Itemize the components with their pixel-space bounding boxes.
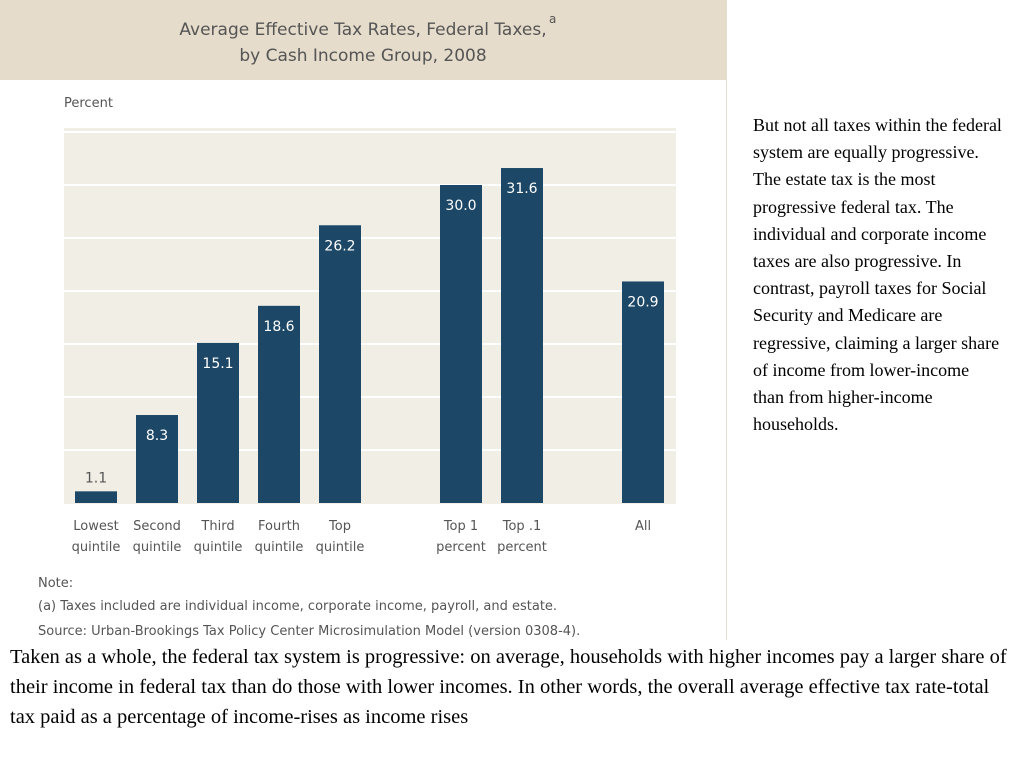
chart-title-superscript: a bbox=[549, 12, 557, 26]
category-label-6: Top .1 percent bbox=[497, 519, 547, 555]
bar-chart-svg: 1.1 8.3 15.1 18.6 26.2 30.0 31.6 20.9 bbox=[64, 131, 676, 503]
bar-2 bbox=[197, 342, 239, 503]
bar-value-label-1: 8.3 bbox=[146, 428, 168, 444]
bar-value-label-2: 15.1 bbox=[202, 356, 233, 372]
bar-5 bbox=[440, 185, 482, 503]
y-axis-label: Percent bbox=[64, 96, 113, 111]
source-note: Source: Urban-Brookings Tax Policy Cente… bbox=[38, 624, 581, 639]
note-heading: Note: bbox=[38, 576, 74, 591]
bottom-paragraph: Taken as a whole, the federal tax system… bbox=[10, 646, 1007, 728]
bar-value-label-3: 18.6 bbox=[263, 319, 294, 335]
category-label-5: Top 1 percent bbox=[436, 519, 486, 555]
category-label-0: Lowest quintile bbox=[71, 519, 121, 555]
category-label-1: Second quintile bbox=[132, 519, 182, 555]
bar-7 bbox=[622, 281, 664, 503]
bar-value-label-0: 1.1 bbox=[85, 470, 107, 486]
bar-0 bbox=[75, 491, 117, 503]
bar-3 bbox=[258, 305, 300, 503]
chart-subtitle: by Cash Income Group, 2008 bbox=[239, 46, 487, 66]
chart-title-band: Average Effective Tax Rates, Federal Tax… bbox=[0, 0, 726, 80]
category-label-7: All bbox=[634, 519, 652, 534]
bar-value-label-4: 26.2 bbox=[324, 238, 355, 254]
bar-value-label-6: 31.6 bbox=[506, 181, 537, 197]
side-paragraph: But not all taxes within the federal sys… bbox=[753, 115, 1002, 435]
chart-title: Average Effective Tax Rates, Federal Tax… bbox=[179, 20, 547, 40]
category-label-4: Top quintile bbox=[315, 519, 365, 555]
bar-value-label-5: 30.0 bbox=[445, 198, 476, 214]
category-label-2: Third quintile bbox=[193, 519, 243, 555]
plot-area: 1.1 8.3 15.1 18.6 26.2 30.0 31.6 20.9 bbox=[64, 128, 676, 504]
category-label-3: Fourth quintile bbox=[254, 519, 304, 555]
bar-value-label-7: 20.9 bbox=[627, 294, 658, 310]
bar-1 bbox=[136, 415, 178, 503]
bar-6 bbox=[501, 168, 543, 503]
note-a: (a) Taxes included are individual income… bbox=[38, 599, 558, 614]
bar-4 bbox=[319, 225, 361, 503]
chart-figure: Average Effective Tax Rates, Federal Tax… bbox=[0, 0, 727, 640]
